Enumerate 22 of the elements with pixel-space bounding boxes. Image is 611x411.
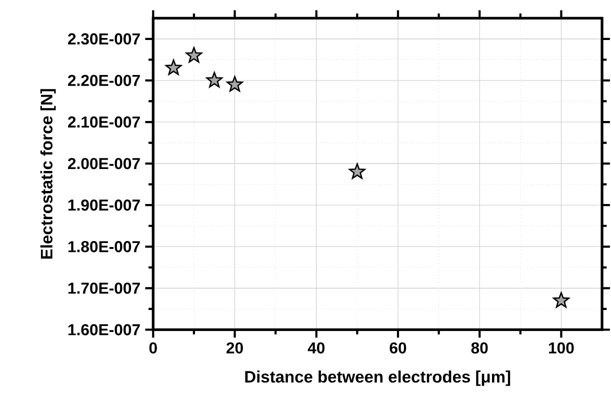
x-tick-label: 0	[149, 342, 157, 354]
point	[226, 76, 243, 92]
point	[206, 72, 223, 88]
y-tick-label: 2.00E-007	[68, 158, 140, 170]
y-tick-label: 1.90E-007	[68, 200, 140, 211]
point	[348, 163, 366, 179]
point	[553, 292, 570, 308]
x-tick-label: 40	[308, 342, 325, 354]
x-tick-label: 100	[548, 342, 574, 354]
y-tick-label: 2.20E-007	[68, 74, 140, 86]
y-tick-label: 2.30E-007	[68, 33, 140, 45]
y-tick-label: 1.80E-007	[68, 241, 140, 252]
y-tick-label: 2.10E-007	[68, 116, 140, 128]
y-axis-title: Electrostatic force [N]	[40, 89, 56, 259]
point	[165, 59, 182, 76]
point	[186, 46, 202, 63]
x-tick-label: 80	[471, 342, 488, 354]
x-tick-label: 20	[226, 342, 243, 354]
y-tick-label: 1.70E-007	[68, 282, 140, 294]
y-tick-label: 1.60E-007	[68, 324, 140, 336]
x-axis-title: Distance between electrodes [μm]	[245, 370, 510, 386]
x-tick-label: 60	[390, 342, 406, 354]
